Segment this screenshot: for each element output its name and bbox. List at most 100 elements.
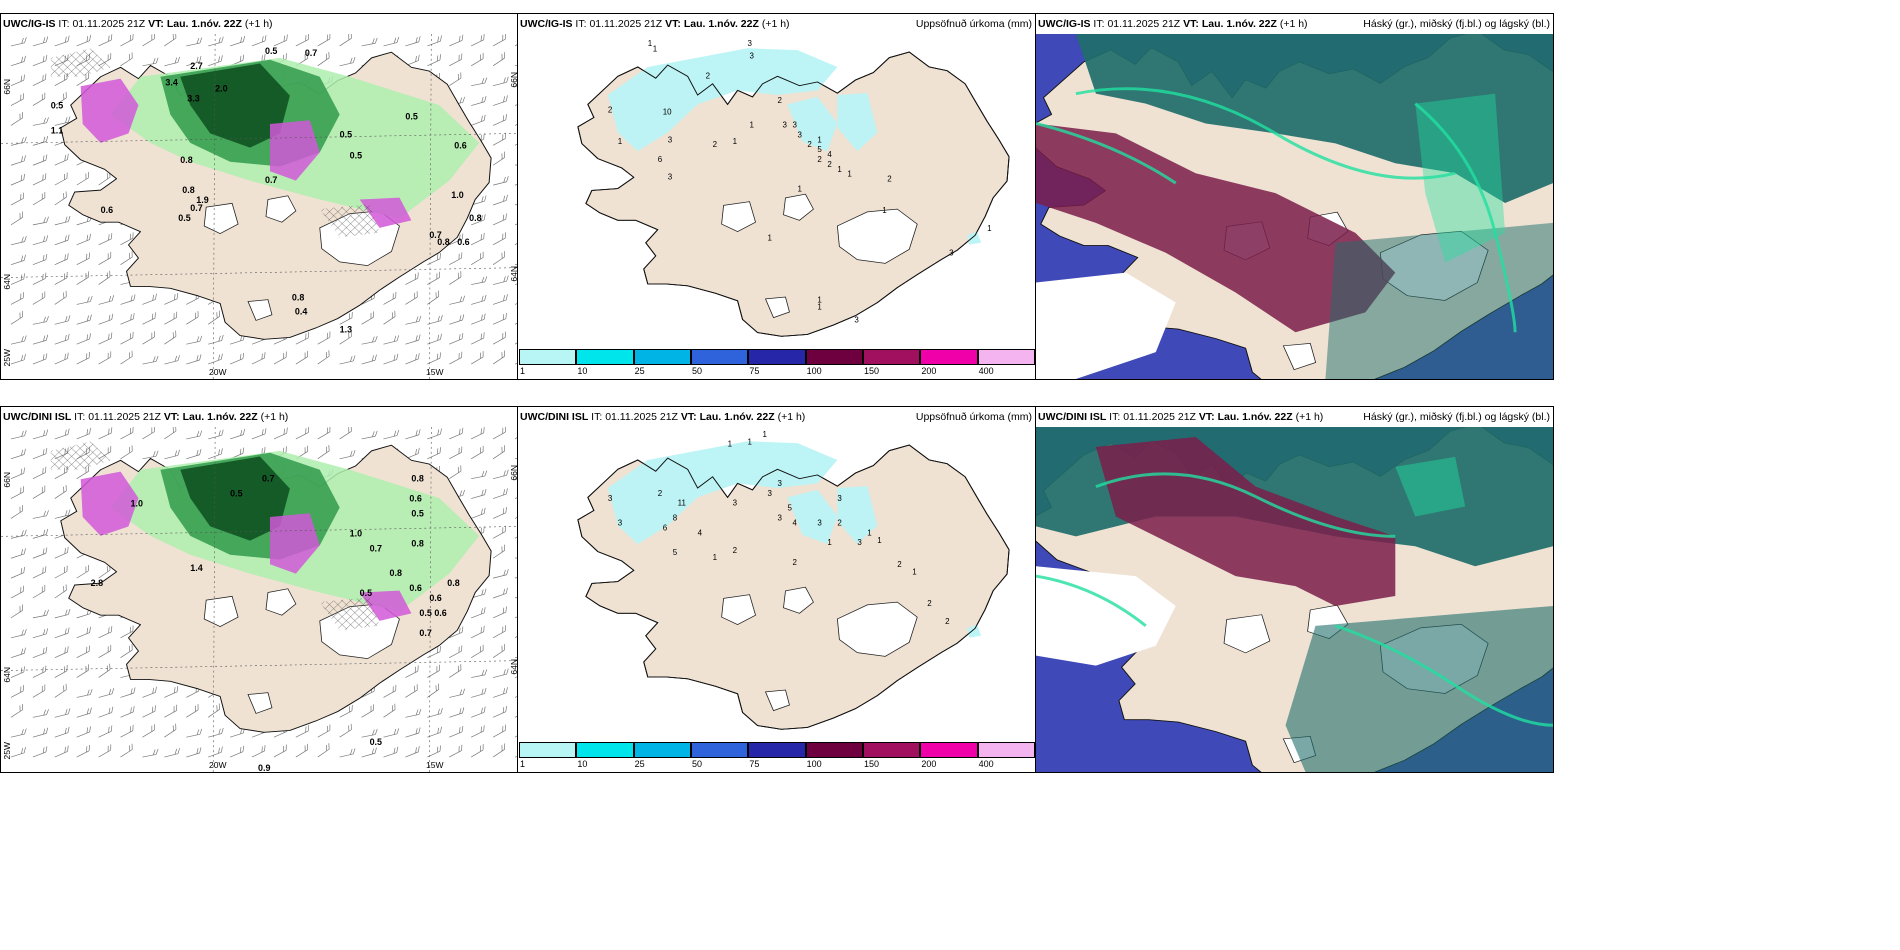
wind-barb <box>492 724 506 738</box>
vt-label: VT: <box>148 18 164 30</box>
wind-barb <box>427 447 441 460</box>
precip-value-label: 0.7 <box>305 48 317 58</box>
accum-value-label: 3 <box>668 173 673 182</box>
colorbar-tick: 75 <box>749 759 760 769</box>
precip-value-label: 3.3 <box>187 94 199 104</box>
wind-barb <box>295 350 309 365</box>
wind-barb <box>10 647 26 658</box>
wind-barb <box>32 585 46 599</box>
precip-wind-map: 0.5 0.7 0.8 0.6 0.5 0.8 2.8 1.0 1.4 0.5 0.7 0.6 0.5 1… <box>1 427 517 772</box>
precip-value-label: 0.6 <box>454 140 466 150</box>
colorbar-swatch <box>977 349 1035 365</box>
iceland-coastline-overlay <box>577 51 1010 337</box>
valid-time: Lau. 1.nóv. 22Z <box>699 411 775 423</box>
wind-barb <box>361 704 374 718</box>
wind-barb <box>339 723 352 738</box>
colorbar-swatch <box>863 349 921 365</box>
accum-value-label: 2 <box>807 140 811 149</box>
wind-barb <box>120 350 133 365</box>
hatched-area <box>50 441 111 470</box>
wind-barb <box>251 428 267 440</box>
colorbar-tick: 75 <box>749 366 760 376</box>
wind-barb <box>492 34 506 47</box>
wind-barb <box>449 465 462 479</box>
accum-value-label: 1 <box>768 234 773 243</box>
wind-barb <box>54 315 71 325</box>
low-cloud-area <box>1095 436 1396 606</box>
precip-value-label: 0.5 <box>51 101 63 111</box>
wind-barb <box>471 507 486 519</box>
accum-value-label: 2 <box>837 518 841 527</box>
precip-value-label: 0.6 <box>409 494 421 504</box>
lat-label-64n: 64N <box>2 274 12 290</box>
precip-value-label: 0.8 <box>447 578 459 588</box>
wind-barb <box>492 151 506 166</box>
wind-barb <box>405 708 422 718</box>
wind-barb <box>208 353 223 365</box>
wind-barb <box>32 727 49 738</box>
wind-barb <box>492 507 507 519</box>
wind-barb <box>98 351 112 365</box>
precip-value-label: 2.0 <box>215 84 227 94</box>
wind-barb <box>317 427 331 440</box>
wind-barb <box>449 295 465 305</box>
model-name: UWC/DINI ISL <box>3 411 72 423</box>
wind-barb <box>76 707 92 718</box>
wind-barb <box>120 687 136 698</box>
colorbar-swatch <box>633 742 691 758</box>
precip-value-label: 0.8 <box>292 292 304 302</box>
wind-barb <box>54 428 70 440</box>
colorbar-swatch <box>863 742 921 758</box>
wind-barb <box>10 448 26 460</box>
wind-barb <box>54 565 68 579</box>
wind-barb <box>164 34 177 47</box>
wind-barb <box>76 427 91 440</box>
precip-value-label: 0.8 <box>389 568 401 578</box>
wind-barb <box>470 744 484 758</box>
accum-value-label: 3 <box>777 514 782 523</box>
wind-barb <box>471 313 486 325</box>
wind-barb <box>10 430 27 440</box>
snow-area <box>269 120 320 181</box>
panel-header: UWC/DINI ISL IT: 01.11.2025 21Z VT: Lau.… <box>1036 407 1553 427</box>
wind-barb <box>54 116 71 126</box>
wind-barb <box>230 428 246 440</box>
accum-value-label: 3 <box>750 52 755 61</box>
wind-barb <box>361 37 378 47</box>
wind-barb <box>405 684 418 698</box>
graticule-lat <box>1 267 517 278</box>
wind-barb <box>361 335 378 345</box>
cloud-edge-line <box>1075 87 1456 180</box>
precip-value-label: 0.5 <box>340 129 352 139</box>
colorbar-swatch <box>576 742 634 758</box>
wind-barb <box>120 52 133 67</box>
wind-barb <box>383 703 396 718</box>
accum-value-label: 1 <box>713 553 718 562</box>
wind-barb <box>32 466 47 480</box>
accum-value-label: 3 <box>782 121 787 130</box>
lon-label-15w: 15W <box>426 760 444 770</box>
precip-value-label: 0.5 <box>370 737 382 747</box>
precip-value-label: 0.5 <box>178 213 190 223</box>
accum-value-label: 2 <box>733 546 737 555</box>
wind-barb <box>54 484 67 499</box>
wind-barb <box>32 709 49 718</box>
wind-barb <box>470 445 484 460</box>
snow-area <box>80 471 139 536</box>
it-label: IT: <box>591 411 603 423</box>
colorbar-tick: 400 <box>978 366 994 376</box>
accum-value-label: 3 <box>768 489 773 498</box>
wind-barb <box>32 291 46 305</box>
wind-barb <box>492 52 506 67</box>
wind-barb <box>492 331 506 345</box>
glacier-outline <box>721 201 757 232</box>
snow-area <box>359 590 412 621</box>
accum-value-label: 2 <box>827 160 831 169</box>
wind-barb <box>449 34 464 47</box>
wind-barb <box>186 311 199 325</box>
wind-barb <box>142 312 156 325</box>
wind-barb <box>32 684 46 698</box>
precip-value-label: 0.5 <box>405 112 417 122</box>
valid-time: Lau. 1.nóv. 22Z <box>182 411 258 423</box>
wind-barb <box>32 55 48 67</box>
